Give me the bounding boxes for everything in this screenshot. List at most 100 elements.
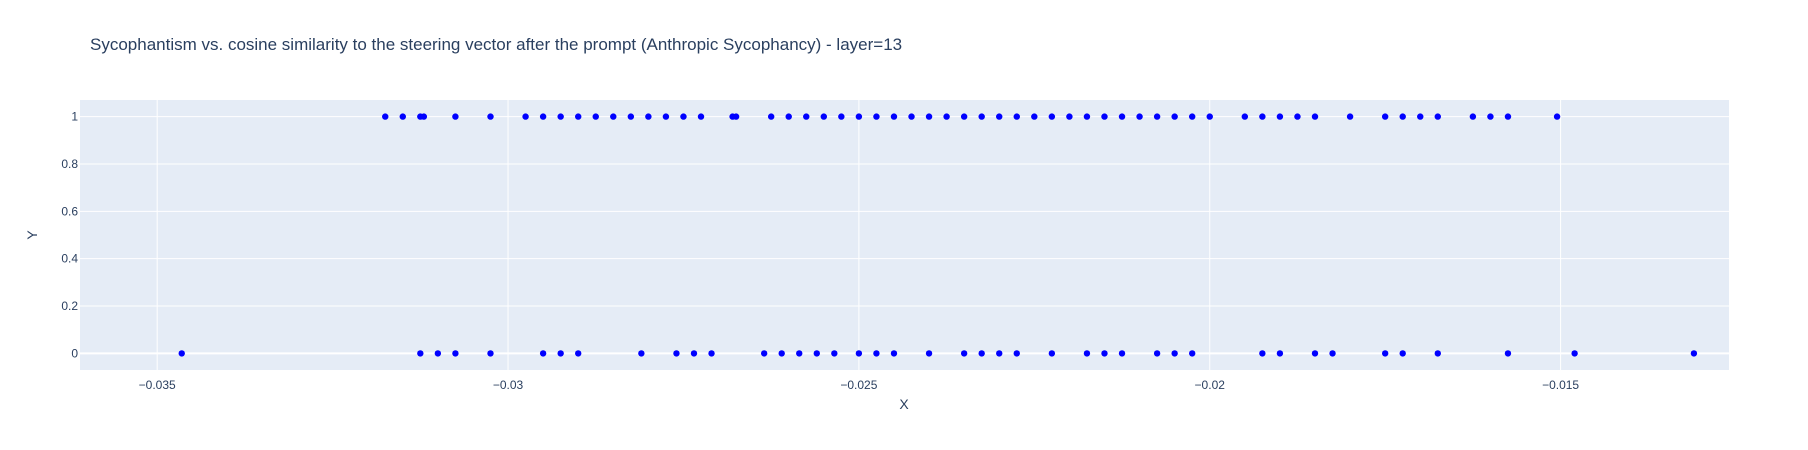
data-point[interactable] [813, 350, 820, 357]
data-point[interactable] [1206, 113, 1213, 120]
data-point[interactable] [673, 350, 680, 357]
data-point[interactable] [575, 113, 582, 120]
data-point[interactable] [996, 350, 1003, 357]
data-point[interactable] [767, 113, 775, 120]
data-point[interactable] [1101, 113, 1108, 120]
data-point[interactable] [592, 113, 599, 120]
data-point[interactable] [1399, 350, 1406, 357]
data-point[interactable] [925, 113, 933, 120]
data-point[interactable] [796, 350, 803, 357]
data-point[interactable] [1118, 350, 1126, 357]
data-point[interactable] [627, 113, 635, 120]
data-point[interactable] [1434, 350, 1441, 357]
data-point[interactable] [1469, 113, 1477, 120]
data-point[interactable] [539, 350, 547, 357]
data-point[interactable] [785, 113, 792, 120]
data-point[interactable] [1153, 350, 1161, 357]
data-point[interactable] [399, 113, 406, 120]
data-point[interactable] [1329, 350, 1336, 357]
data-point[interactable] [855, 350, 863, 357]
data-point[interactable] [1101, 350, 1108, 357]
data-point[interactable] [557, 113, 564, 120]
data-point[interactable] [1241, 113, 1249, 120]
data-point[interactable] [1381, 113, 1389, 120]
data-point[interactable] [1118, 113, 1126, 120]
data-point[interactable] [680, 113, 687, 120]
data-point[interactable] [1381, 350, 1389, 357]
data-point[interactable] [890, 350, 898, 357]
data-point[interactable] [1311, 113, 1319, 120]
y-tick-label: 0.8 [61, 157, 78, 171]
data-point[interactable] [1690, 350, 1698, 357]
data-point[interactable] [1048, 350, 1056, 357]
data-point[interactable] [610, 113, 617, 120]
data-point[interactable] [925, 350, 933, 357]
data-point[interactable] [539, 113, 547, 120]
data-point[interactable] [1259, 350, 1266, 357]
data-point[interactable] [638, 350, 645, 357]
data-point[interactable] [890, 113, 898, 120]
data-point[interactable] [1553, 113, 1561, 120]
data-point[interactable] [1171, 350, 1178, 357]
data-point[interactable] [382, 113, 389, 120]
data-point[interactable] [1276, 113, 1284, 120]
data-point[interactable] [1487, 113, 1494, 120]
data-point[interactable] [452, 350, 459, 357]
data-point[interactable] [1571, 350, 1578, 357]
data-point[interactable] [662, 113, 670, 120]
data-point[interactable] [960, 113, 968, 120]
data-point[interactable] [452, 113, 459, 120]
data-point[interactable] [645, 113, 652, 120]
data-point[interactable] [978, 113, 985, 120]
data-point[interactable] [1504, 113, 1512, 120]
data-point[interactable] [1013, 350, 1020, 357]
data-point[interactable] [778, 350, 785, 357]
data-point[interactable] [1188, 350, 1196, 357]
data-point[interactable] [960, 350, 968, 357]
data-point[interactable] [1311, 350, 1319, 357]
data-point[interactable] [1294, 113, 1301, 120]
data-point[interactable] [417, 350, 424, 357]
data-point[interactable] [996, 113, 1003, 120]
data-point[interactable] [1171, 113, 1178, 120]
data-point[interactable] [434, 350, 442, 357]
data-point[interactable] [178, 350, 185, 357]
data-point[interactable] [1276, 350, 1284, 357]
data-point[interactable] [820, 113, 828, 120]
data-point[interactable] [1136, 113, 1143, 120]
data-point[interactable] [1031, 113, 1038, 120]
data-point[interactable] [908, 113, 915, 120]
data-point[interactable] [1504, 350, 1512, 357]
data-point[interactable] [690, 350, 698, 357]
data-point[interactable] [1153, 113, 1161, 120]
data-point[interactable] [1083, 350, 1091, 357]
data-point[interactable] [708, 350, 715, 357]
data-point[interactable] [1434, 113, 1441, 120]
data-point[interactable] [1399, 113, 1406, 120]
data-point[interactable] [1013, 113, 1020, 120]
data-point[interactable] [978, 350, 985, 357]
data-point[interactable] [732, 113, 740, 120]
data-point[interactable] [873, 113, 880, 120]
data-point[interactable] [803, 113, 810, 120]
data-point[interactable] [487, 350, 494, 357]
data-point[interactable] [487, 113, 494, 120]
data-point[interactable] [697, 113, 705, 120]
data-point[interactable] [1259, 113, 1266, 120]
data-point[interactable] [1048, 113, 1056, 120]
data-point[interactable] [1188, 113, 1196, 120]
data-point[interactable] [838, 113, 845, 120]
data-point[interactable] [943, 113, 950, 120]
data-point[interactable] [522, 113, 529, 120]
data-point[interactable] [1417, 113, 1424, 120]
data-point[interactable] [1346, 113, 1354, 120]
data-point[interactable] [831, 350, 838, 357]
data-point[interactable] [873, 350, 880, 357]
data-point[interactable] [855, 113, 863, 120]
data-point[interactable] [1083, 113, 1091, 120]
data-point[interactable] [760, 350, 768, 357]
data-point[interactable] [557, 350, 564, 357]
data-point[interactable] [575, 350, 582, 357]
data-point[interactable] [420, 113, 428, 120]
data-point[interactable] [1066, 113, 1073, 120]
